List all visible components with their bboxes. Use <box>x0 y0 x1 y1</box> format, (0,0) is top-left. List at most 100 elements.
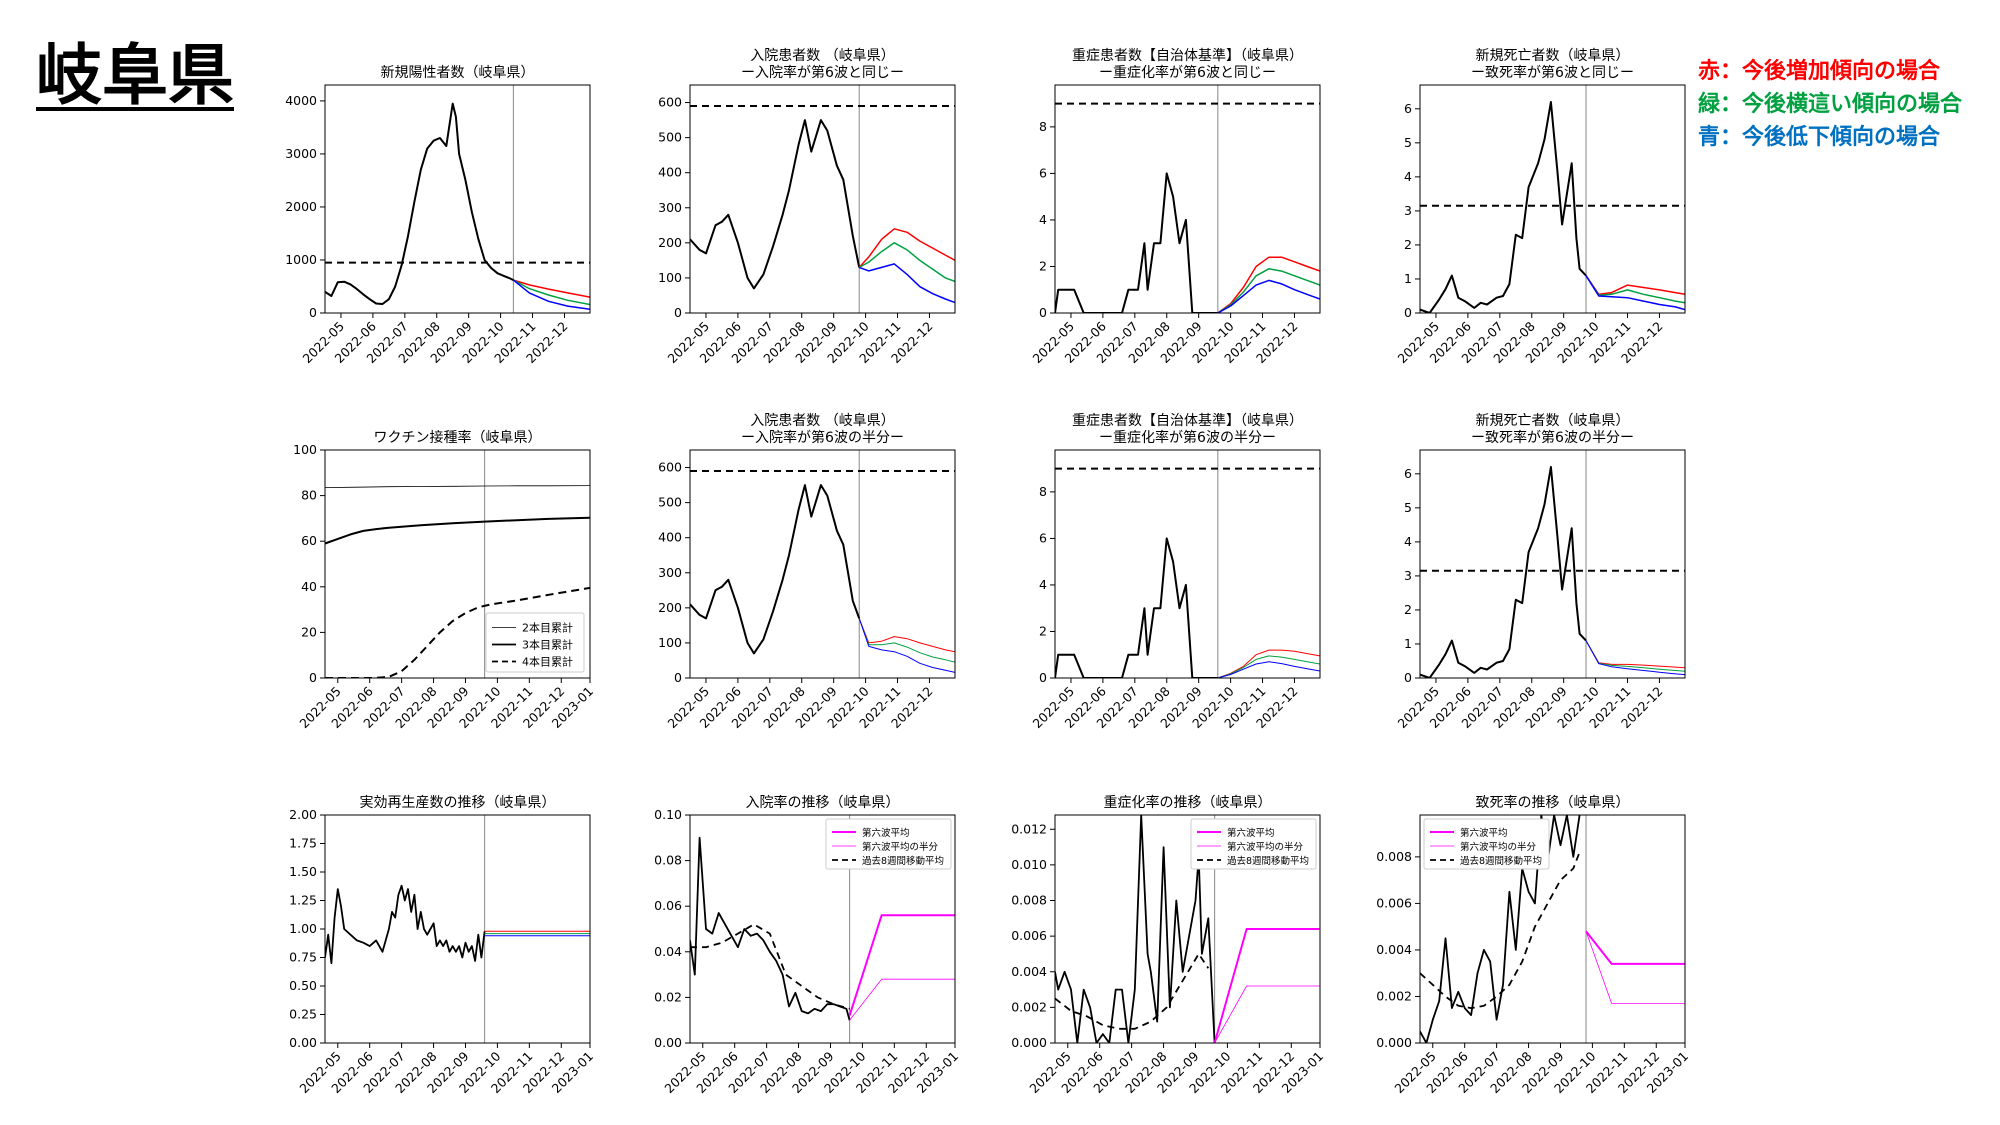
plot-frame <box>324 814 591 1044</box>
series-line <box>1217 655 1320 678</box>
plot-frame <box>1419 814 1686 1044</box>
series-line <box>1213 928 1320 1043</box>
y-tick-label: 6 <box>1404 101 1412 116</box>
y-tick-label: 4 <box>1404 534 1412 549</box>
plot-frame <box>1054 814 1321 1044</box>
chart-cases: 新規陽性者数（岐阜県）010002000300040002022-052022-… <box>285 64 591 366</box>
series-line <box>1055 537 1218 678</box>
y-tick-label: 1.00 <box>289 921 317 936</box>
y-tick-label: 200 <box>658 600 682 615</box>
legend-label: 2本目累計 <box>522 621 573 635</box>
chart-severe_same: 重症患者数【自治体基準】（岐阜県）ー重症化率が第6波と同じー024682022-… <box>1030 47 1321 366</box>
y-tick-label: 0.25 <box>289 1007 317 1022</box>
plot-area <box>1055 815 1320 1043</box>
plot-area <box>1420 85 1685 313</box>
plot-frame <box>689 814 956 1044</box>
y-tick-label: 400 <box>658 530 682 545</box>
series-line <box>848 914 955 1016</box>
y-tick-label: 0 <box>1039 305 1047 320</box>
y-tick-label: 2 <box>1039 623 1047 638</box>
y-tick-label: 0.10 <box>654 807 682 822</box>
series-line <box>1217 661 1320 678</box>
series-line <box>858 618 955 673</box>
plot-frame <box>1054 84 1321 314</box>
plot-area <box>325 450 590 678</box>
plot-area <box>1420 450 1685 678</box>
series-line <box>858 263 955 304</box>
series-line <box>1585 275 1685 296</box>
y-tick-label: 1 <box>1404 636 1412 651</box>
plot-area <box>1055 450 1320 678</box>
y-tick-label: 60 <box>301 533 317 548</box>
chart-title: 致死率の推移（岐阜県） <box>1476 794 1630 811</box>
y-tick-label: 0.04 <box>654 944 682 959</box>
y-tick-label: 0.75 <box>289 950 317 965</box>
y-tick-label: 500 <box>658 495 682 510</box>
series-line <box>858 242 955 283</box>
y-tick-label: 0.006 <box>1376 895 1412 910</box>
page-title: 岐阜県 <box>36 37 234 114</box>
y-tick-label: 0 <box>674 305 682 320</box>
y-tick-label: 0.004 <box>1011 964 1047 979</box>
chart-death_rate: 致死率の推移（岐阜県）0.0000.0020.0040.0060.0082022… <box>1376 794 1691 1096</box>
series-line <box>1585 931 1685 1004</box>
y-tick-label: 0.004 <box>1376 942 1412 957</box>
y-tick-label: 1.75 <box>289 836 317 851</box>
chart-title: 入院率の推移（岐阜県） <box>746 794 900 811</box>
plot-frame <box>1419 449 1686 679</box>
chart-title: ー重症化率が第6波の半分ー <box>1099 429 1276 446</box>
legend-label: 第六波平均の半分 <box>1227 841 1304 853</box>
series-line <box>690 484 861 655</box>
y-tick-label: 0 <box>309 670 317 685</box>
series-line <box>858 618 955 663</box>
plot-frame <box>324 449 591 679</box>
series-line <box>1055 172 1218 313</box>
series-line <box>1420 101 1587 313</box>
chart-title: 新規死亡者数（岐阜県） <box>1476 47 1630 64</box>
chart-title: ー入院率が第6波の半分ー <box>741 429 904 446</box>
legend-red-text: 赤：今後増加傾向の場合 <box>1698 59 1941 84</box>
chart-title: 新規死亡者数（岐阜県） <box>1476 412 1630 429</box>
series-line <box>1585 640 1685 669</box>
chart-rt: 実効再生産数の推移（岐阜県） 0.00 0.25 0.50 0.75 1.00 1.25 1.… <box>289 794 596 1096</box>
plot-area <box>325 85 590 313</box>
series-line <box>325 485 590 488</box>
y-tick-label: 4000 <box>285 93 317 108</box>
y-tick-label: 1.25 <box>289 893 317 908</box>
legend-label: 過去8週間移動平均 <box>1460 855 1542 867</box>
chart-title: 重症患者数【自治体基準】（岐阜県） <box>1072 412 1303 429</box>
legend-label: 第六波平均の半分 <box>1460 841 1537 853</box>
series-line <box>1217 279 1320 313</box>
chart-title: 重症化率の推移（岐阜県） <box>1104 794 1272 811</box>
scenario-legend: 赤：今後増加傾向の場合 緑：今後横這い傾向の場合 青：今後低下傾向の場合 <box>1698 55 1962 154</box>
series-line <box>690 836 851 1021</box>
chart-title: ー入院率が第6波と同じー <box>741 64 904 81</box>
series-line <box>513 279 590 298</box>
series-line <box>325 102 514 305</box>
plot-frame <box>324 84 591 314</box>
y-tick-label: 300 <box>658 565 682 580</box>
y-tick-label: 0.008 <box>1376 849 1412 864</box>
plot-area <box>690 815 955 1043</box>
series-line <box>1585 930 1685 965</box>
y-tick-label: 0.002 <box>1376 988 1412 1003</box>
y-tick-label: 600 <box>658 95 682 110</box>
chart-title: 入院患者数 （岐阜県） <box>750 47 894 64</box>
chart-vaccine: ワクチン接種率（岐阜県）0204060801002022-052022-0620… <box>293 429 596 731</box>
plot-frame <box>1419 84 1686 314</box>
series-line <box>1217 256 1320 313</box>
y-tick-label: 0.06 <box>654 898 682 913</box>
y-tick-label: 4 <box>1404 169 1412 184</box>
plot-frame <box>689 84 956 314</box>
y-tick-label: 8 <box>1039 484 1047 499</box>
series-line <box>1585 640 1685 676</box>
chart-title: ー重症化率が第6波と同じー <box>1099 64 1276 81</box>
series-line <box>325 586 590 678</box>
y-tick-label: 3000 <box>285 146 317 161</box>
y-tick-label: 0 <box>674 670 682 685</box>
chart-title: 重症患者数【自治体基準】（岐阜県） <box>1072 47 1303 64</box>
series-line <box>513 279 590 306</box>
series-line <box>1055 953 1210 1030</box>
